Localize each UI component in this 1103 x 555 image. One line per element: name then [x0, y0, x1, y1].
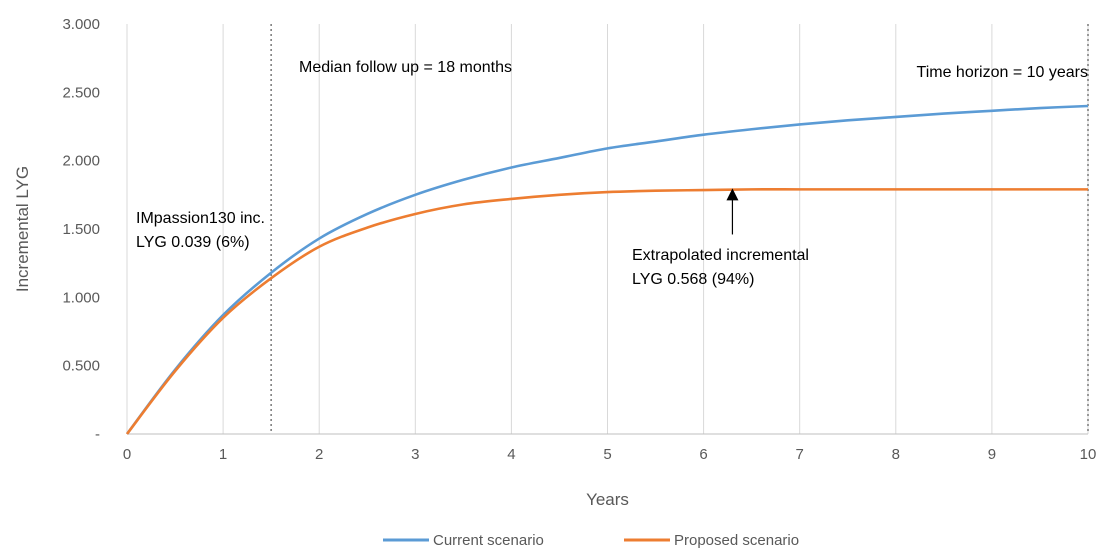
x-tick-label-8: 8	[892, 446, 900, 463]
series-line-1	[125, 188, 1089, 435]
annotations: IMpassion130 inc. LYG 0.039 (6%) Extrapola…	[136, 188, 809, 288]
annotation-0-line-1: LYG 0.039 (6%)	[136, 234, 250, 251]
y-tick-label-6: 3.000	[62, 16, 100, 33]
y-axis-title: Incremental LYG	[13, 166, 32, 292]
series-line-0	[125, 104, 1089, 435]
series-lines	[125, 104, 1089, 435]
y-tick-label-3: 1.500	[62, 221, 100, 238]
x-tick-label-2: 2	[315, 446, 323, 463]
y-tick-label-5: 2.500	[62, 84, 100, 101]
x-tick-label-10: 10	[1080, 446, 1097, 463]
gridlines	[126, 24, 1089, 435]
annotation-1-line-1: LYG 0.568 (94%)	[632, 271, 754, 288]
x-tick-label-0: 0	[123, 446, 131, 463]
x-tick-label-3: 3	[411, 446, 419, 463]
y-tick-label-1: 0.500	[62, 358, 100, 375]
y-tick-label-0: -	[95, 426, 100, 443]
annotation-arrow-head	[726, 188, 739, 201]
y-axis: - 0.500 1.000 1.500 2.000 2.500 3.000	[62, 16, 100, 443]
x-tick-label-6: 6	[699, 446, 707, 463]
x-axis-title: Years	[586, 490, 629, 509]
x-axis: 0 1 2 3 4 5 6 7 8 9 10	[123, 446, 1097, 463]
x-tick-label-9: 9	[988, 446, 996, 463]
y-tick-label-4: 2.000	[62, 153, 100, 170]
y-tick-label-2: 1.000	[62, 289, 100, 306]
annotation-0-line-0: IMpassion130 inc.	[136, 210, 265, 227]
legend-label-proposed: Proposed scenario	[674, 532, 799, 549]
reference-label-1: Time horizon = 10 years	[917, 64, 1088, 81]
x-tick-label-7: 7	[796, 446, 804, 463]
legend: Current scenario Proposed scenario	[383, 532, 799, 549]
legend-label-current: Current scenario	[433, 532, 544, 549]
reference-lines: Median follow up = 18 months Time horizon…	[270, 24, 1089, 434]
x-tick-label-4: 4	[507, 446, 515, 463]
annotation-1-line-0: Extrapolated incremental	[632, 247, 809, 264]
reference-label-0: Median follow up = 18 months	[299, 59, 512, 76]
x-tick-label-1: 1	[219, 446, 227, 463]
x-tick-label-5: 5	[603, 446, 611, 463]
